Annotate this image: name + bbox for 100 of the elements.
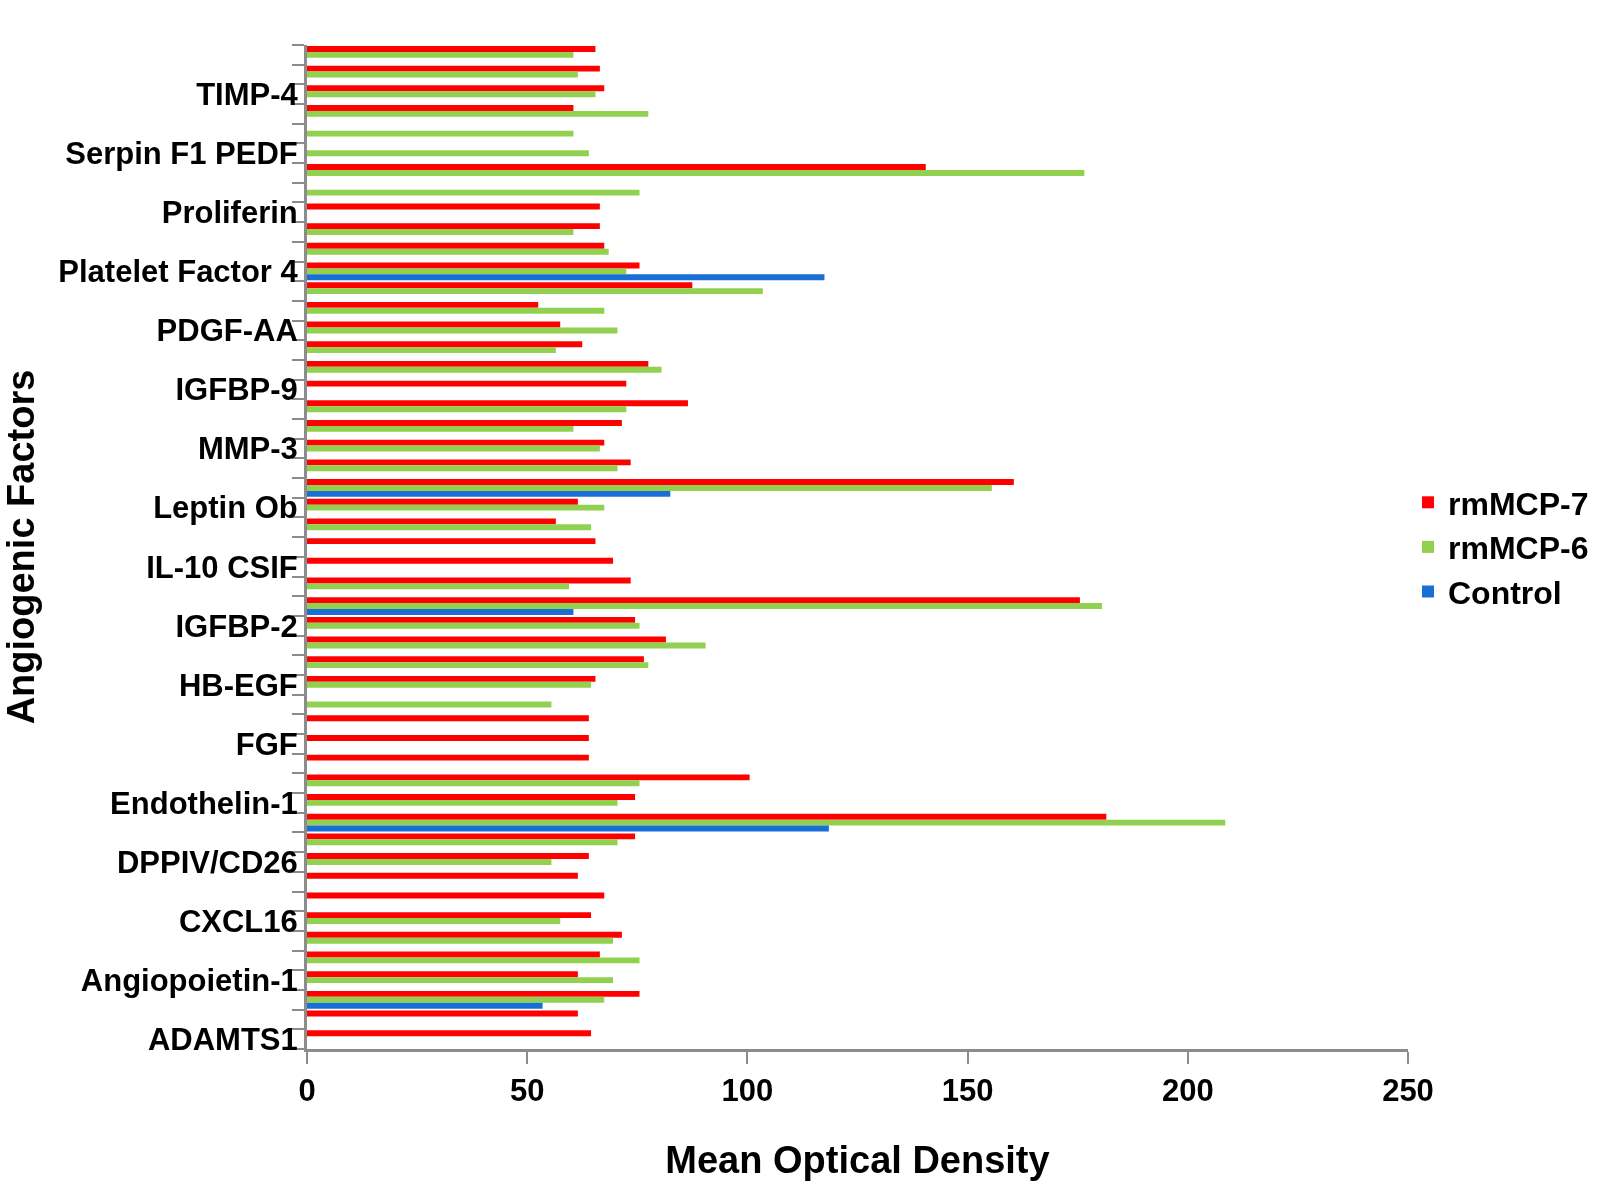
bar (307, 675, 596, 682)
bar (307, 150, 589, 157)
y-tick-label: ADAMTS1 (147, 1022, 298, 1058)
bar (307, 91, 596, 98)
bar (307, 248, 609, 255)
bar (307, 439, 605, 446)
bar (307, 583, 570, 590)
bar (307, 799, 618, 806)
y-tick-label: Proliferin (161, 195, 298, 231)
bar (307, 853, 589, 860)
bar (307, 662, 649, 669)
bar (307, 1030, 592, 1037)
bar (307, 872, 578, 879)
bar (307, 425, 574, 432)
bar (307, 735, 589, 741)
bar (307, 420, 622, 426)
bar (307, 268, 627, 275)
bar (307, 242, 605, 249)
bar (307, 971, 578, 978)
bar (307, 656, 644, 663)
bar (307, 774, 750, 781)
y-axis-title: Angiogenic Factors (0, 369, 42, 725)
bar (307, 937, 614, 944)
legend-label: rmMCP-6 (1448, 530, 1589, 567)
bar (307, 223, 600, 230)
y-tick-label: Angiopoietin-1 (80, 962, 298, 998)
y-tick-label: FGF (235, 726, 298, 762)
bar (307, 681, 592, 688)
bar (307, 754, 589, 761)
bar (307, 85, 605, 92)
x-tick-label: 200 (1161, 1073, 1214, 1109)
bar (307, 400, 688, 407)
x-tick-label: 100 (721, 1073, 774, 1109)
bar (307, 490, 671, 497)
bar (307, 105, 574, 111)
bar (307, 603, 1102, 610)
legend-label: Control (1448, 574, 1562, 611)
y-tick-label: PDGF-AA (156, 313, 298, 349)
bar (307, 366, 662, 373)
bar (307, 321, 561, 328)
y-tick-label: Endothelin-1 (110, 785, 298, 821)
bar (307, 51, 574, 58)
bar (307, 203, 600, 210)
bar (307, 597, 1080, 604)
x-tick-label: 150 (941, 1073, 994, 1109)
x-tick-label: 250 (1382, 1073, 1434, 1109)
bar (307, 170, 1085, 176)
bar (307, 288, 763, 295)
y-tick-label: Platelet Factor 4 (58, 254, 299, 290)
bar (307, 977, 614, 984)
bar (307, 912, 592, 919)
bar (307, 380, 627, 387)
bar (307, 282, 693, 289)
bar (307, 307, 605, 314)
bar (307, 518, 556, 525)
bar (307, 65, 600, 72)
bar (307, 498, 578, 505)
bar (307, 301, 539, 308)
bar (307, 616, 636, 623)
bar (307, 465, 618, 472)
bar (307, 484, 992, 491)
x-axis-title: Mean Optical Density (665, 1139, 1050, 1182)
bar (307, 164, 926, 171)
bar (307, 839, 618, 846)
bar (307, 813, 1107, 820)
bar (307, 996, 605, 1003)
y-tick-label: TIMP-4 (196, 77, 299, 113)
bar (307, 406, 627, 413)
bar (307, 622, 640, 629)
bar (307, 360, 649, 367)
bar (307, 794, 636, 800)
bar (307, 504, 605, 511)
bar (307, 45, 596, 52)
bar (307, 715, 589, 722)
bar (307, 557, 614, 564)
y-tick-label: IL-10 CSIF (146, 549, 298, 585)
y-tick-label: Serpin F1 PEDF (65, 136, 298, 172)
bar (307, 1002, 543, 1009)
x-tick-label: 0 (298, 1073, 316, 1109)
y-tick-label: MMP-3 (197, 431, 298, 467)
legend-label: rmMCP-7 (1448, 485, 1589, 522)
x-tick-label: 50 (509, 1073, 545, 1109)
bar (307, 538, 596, 545)
bar (307, 859, 552, 865)
bar (307, 780, 640, 787)
bar (307, 347, 556, 354)
bar (307, 833, 636, 840)
bar (307, 1010, 578, 1017)
bar (307, 274, 825, 281)
bar (307, 957, 640, 964)
bar (307, 931, 622, 938)
bar (307, 990, 640, 997)
y-tick-label: DPPIV/CD26 (116, 844, 298, 880)
y-tick-label: IGFBP-9 (175, 372, 298, 408)
bar (307, 479, 1014, 485)
bar (307, 445, 600, 452)
y-tick-label: IGFBP-2 (175, 608, 298, 644)
bar (307, 229, 574, 235)
bar (307, 892, 605, 899)
bar (307, 130, 574, 137)
